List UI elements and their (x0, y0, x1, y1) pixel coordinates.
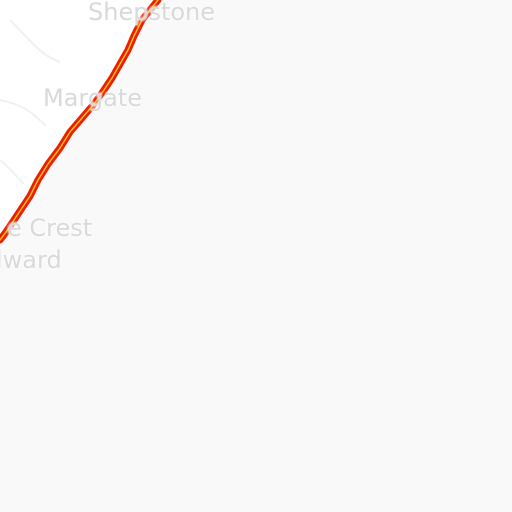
place-label-shepstone: Shepstone (88, 0, 216, 26)
place-label-edward: lward (0, 246, 62, 274)
terrain-line (9, 19, 61, 63)
road-highlight (0, 0, 159, 241)
terrain-line (0, 99, 47, 127)
place-label-margate: Margate (43, 84, 142, 112)
terrain-line (0, 159, 25, 185)
place-label-crest: e Crest (7, 214, 93, 242)
